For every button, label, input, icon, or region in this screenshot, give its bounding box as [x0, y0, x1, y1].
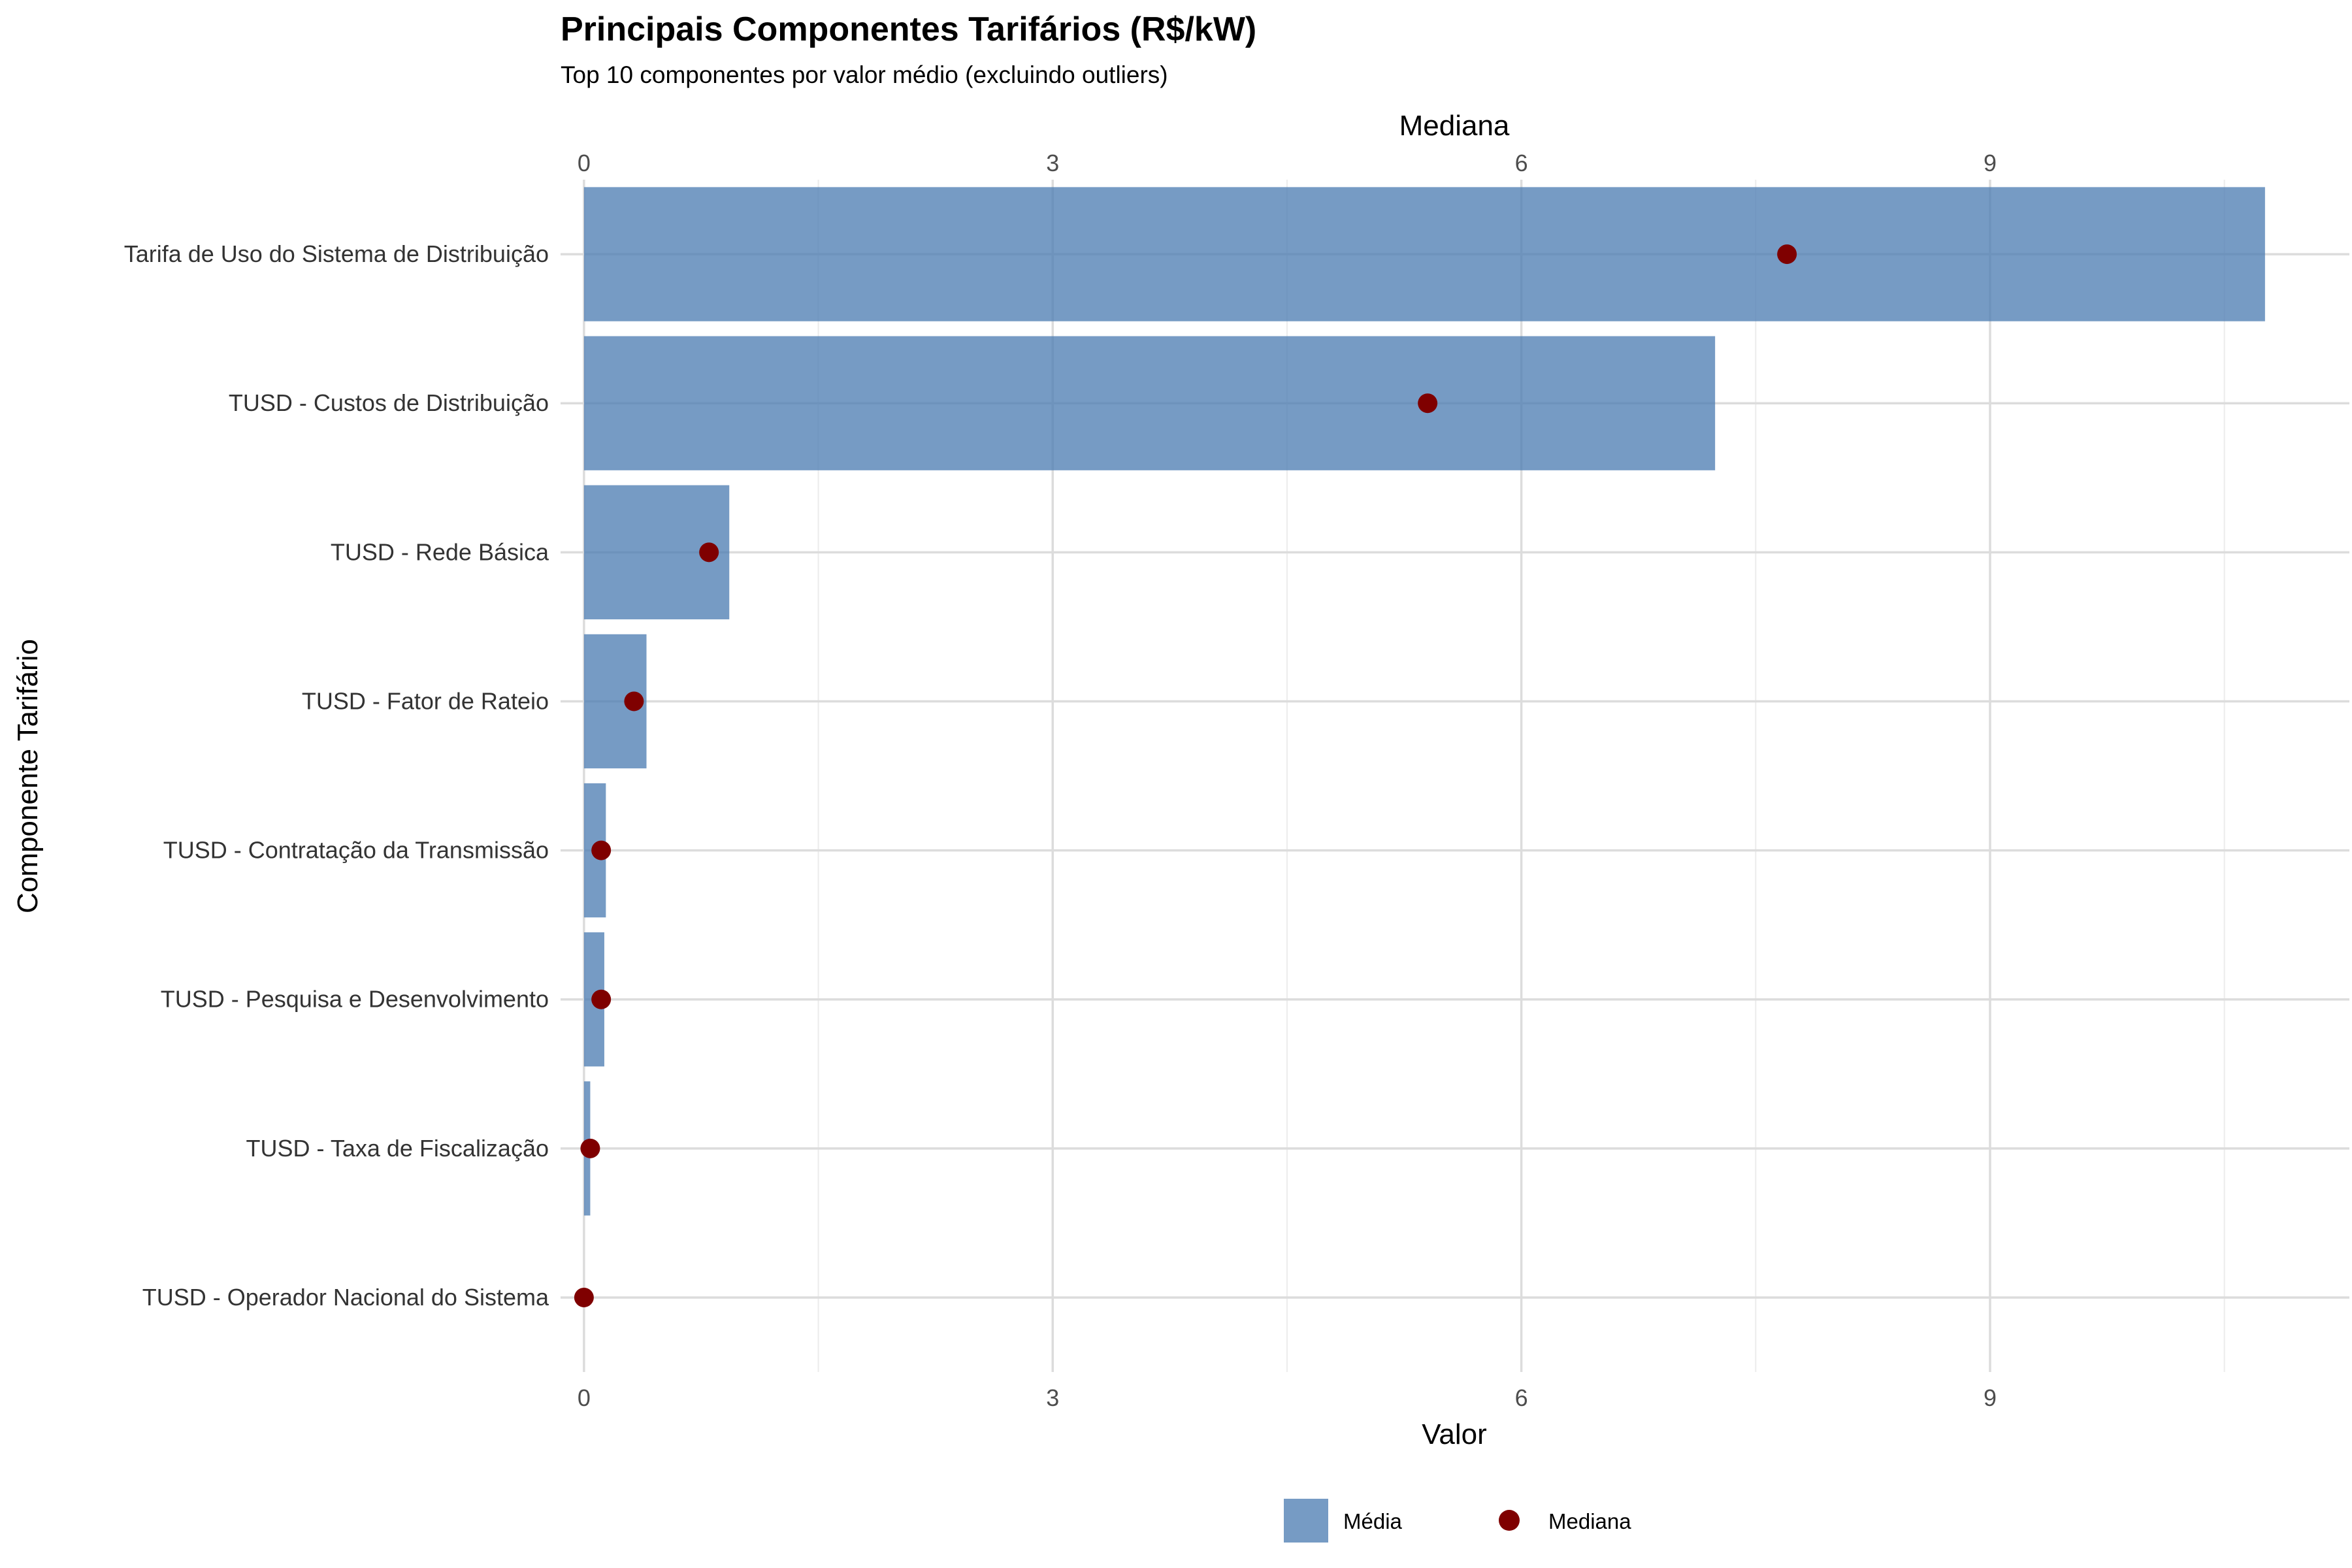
bar-media: [583, 187, 2265, 321]
top-axis-title: Mediana: [1399, 110, 1510, 142]
y-axis-title: Componente Tarifário: [12, 639, 44, 913]
legend-label-mediana: Mediana: [1548, 1509, 1631, 1533]
category-label: TUSD - Custos de Distribuição: [229, 389, 549, 416]
legend-key-media: [1284, 1499, 1328, 1543]
point-mediana: [699, 542, 719, 563]
x-tick-label: 3: [1046, 1384, 1059, 1411]
bar-media: [583, 336, 1716, 470]
point-mediana: [574, 1287, 594, 1307]
x-tick-label: 0: [578, 1384, 591, 1411]
category-label: TUSD - Taxa de Fiscalização: [246, 1135, 549, 1162]
legend: Média Mediana: [1284, 1499, 1631, 1543]
category-label: TUSD - Contratação da Transmissão: [163, 837, 549, 864]
point-mediana: [1777, 244, 1797, 265]
chart-subtitle: Top 10 componentes por valor médio (excl…: [561, 61, 1168, 88]
axis-ticks: 0 0 3 3 6 6 9 9: [578, 150, 1997, 1411]
category-label: TUSD - Rede Básica: [331, 538, 549, 565]
point-mediana: [624, 691, 644, 711]
x-tick-label: 6: [1515, 1384, 1528, 1411]
category-labels: Tarifa de Uso do Sistema de Distribuição…: [124, 240, 549, 1311]
category-label: TUSD - Operador Nacional do Sistema: [142, 1284, 549, 1311]
legend-label-media: Média: [1343, 1509, 1403, 1533]
point-mediana: [1418, 393, 1438, 414]
category-label: Tarifa de Uso do Sistema de Distribuição: [124, 240, 549, 267]
top-tick-label: 9: [1984, 150, 1997, 176]
category-label: TUSD - Fator de Rateio: [302, 687, 549, 714]
top-tick-label: 3: [1046, 150, 1059, 176]
point-mediana: [591, 840, 612, 860]
x-tick-label: 9: [1984, 1384, 1997, 1411]
x-axis-title: Valor: [1422, 1418, 1486, 1450]
top-tick-label: 6: [1515, 150, 1528, 176]
chart-title: Principais Componentes Tarifários (R$/kW…: [561, 10, 1256, 48]
point-series: [574, 244, 1797, 1307]
legend-key-mediana: [1499, 1510, 1520, 1531]
point-mediana: [580, 1138, 600, 1158]
category-label: TUSD - Pesquisa e Desenvolvimento: [161, 986, 549, 1013]
top-tick-label: 0: [578, 150, 591, 176]
point-mediana: [591, 989, 612, 1009]
